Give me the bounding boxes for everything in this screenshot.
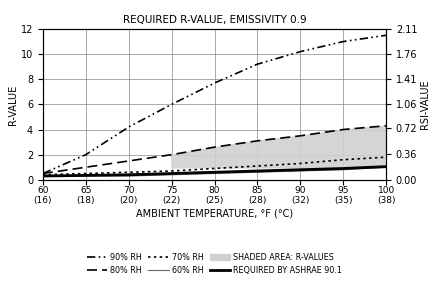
Y-axis label: R-VALUE: R-VALUE xyxy=(8,84,18,124)
Title: REQUIRED R-VALUE, EMISSIVITY 0.9: REQUIRED R-VALUE, EMISSIVITY 0.9 xyxy=(123,15,306,26)
Y-axis label: RSI-VALUE: RSI-VALUE xyxy=(420,79,429,129)
Legend: 90% RH, 80% RH, 70% RH, 60% RH, SHADED AREA: R-VALUES, REQUIRED BY ASHRAE 90.1: 90% RH, 80% RH, 70% RH, 60% RH, SHADED A… xyxy=(84,250,345,278)
X-axis label: AMBIENT TEMPERATURE, °F (°C): AMBIENT TEMPERATURE, °F (°C) xyxy=(136,208,293,218)
